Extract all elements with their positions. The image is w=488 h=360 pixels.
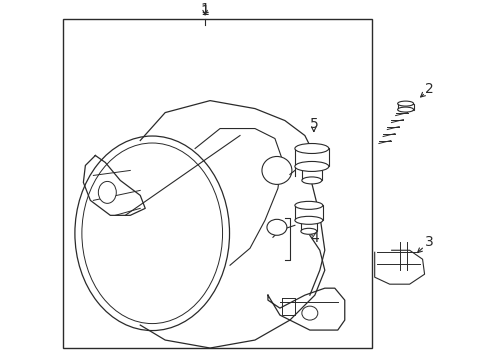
Text: 2: 2 [425,82,433,96]
Bar [397,104,413,109]
Ellipse shape [75,136,229,330]
Text: 1: 1 [200,2,209,16]
Ellipse shape [397,107,413,112]
Ellipse shape [300,228,316,234]
Bar [294,148,328,166]
Ellipse shape [301,177,321,184]
Ellipse shape [294,162,328,171]
Bar [63,19,371,348]
Ellipse shape [81,143,222,324]
Ellipse shape [397,101,413,106]
Text: 5: 5 [309,117,318,131]
Text: 4: 4 [310,231,319,245]
Ellipse shape [301,306,317,320]
Bar [300,220,316,231]
Bar [301,166,321,180]
Ellipse shape [98,181,116,203]
Text: 1: 1 [200,4,209,18]
Text: 3: 3 [425,235,433,249]
Ellipse shape [294,144,328,153]
Ellipse shape [294,201,322,210]
Ellipse shape [294,216,322,224]
Ellipse shape [266,219,286,235]
Bar [294,205,322,220]
Ellipse shape [262,157,291,184]
